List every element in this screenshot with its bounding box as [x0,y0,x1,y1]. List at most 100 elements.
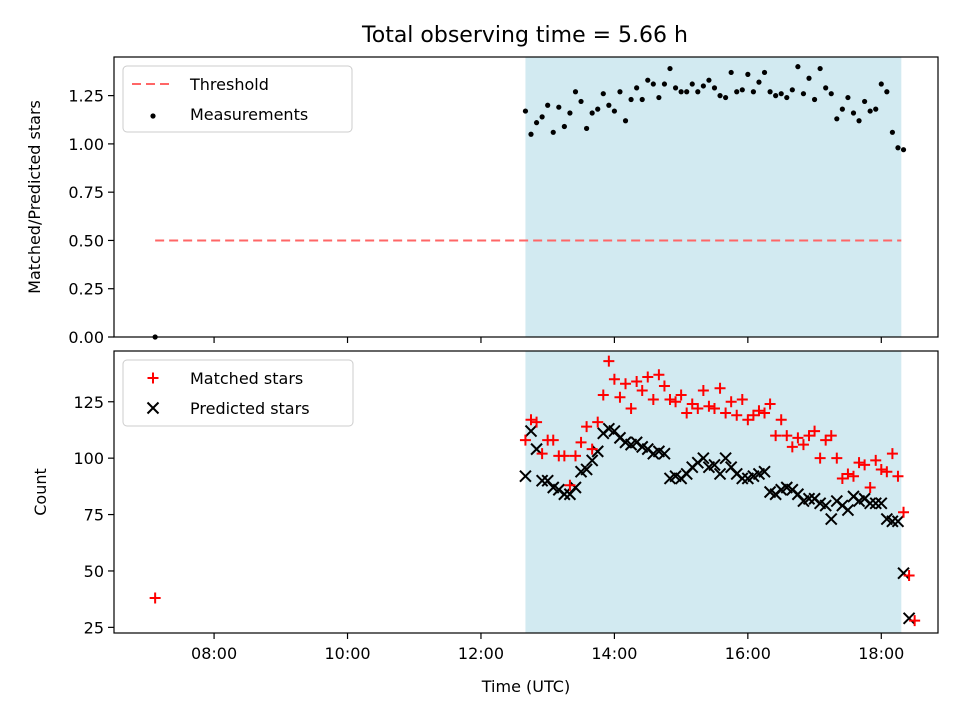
y-tick-label: 75 [84,506,104,525]
matched-star-point [592,416,604,428]
x-tick-label: 16:00 [725,644,771,663]
measurement-point [895,145,901,151]
measurement-point [811,96,818,103]
measurement-point [545,102,551,108]
y-tick-label: 100 [73,449,104,468]
measurement-point [867,108,873,114]
measurement-point [778,91,784,97]
measurement-point [711,85,718,91]
matched-star-point [686,398,698,410]
predicted-star-point [891,515,905,528]
matched-star-point [747,409,759,421]
predicted-star-point [524,424,538,438]
predicted-star-point [580,463,593,476]
measurement-point [628,96,634,103]
matched-star-point [558,450,570,462]
matched-star-point [781,430,793,442]
measurement-point [695,89,701,95]
matched-star-point [714,382,726,394]
y-tick-label: 0.50 [68,231,104,250]
matched-star-point [519,434,531,446]
x-tick-label: 08:00 [191,644,237,663]
measurement-point [645,77,651,83]
measurement-point [650,81,656,87]
matched-star-point [892,470,904,482]
matched-star-point [586,443,598,455]
predicted-star-point [519,470,532,483]
measurement-point [572,89,579,95]
matched-star-point [803,430,815,442]
measurement-point [834,116,840,122]
matched-star-point [697,384,709,396]
x-tick-label: 18:00 [858,644,904,663]
y-tick-label: 0.75 [68,183,104,202]
matched-star-point [569,450,581,462]
measurement-point [561,123,567,130]
measurement-point [550,129,556,135]
matched-star-point [909,615,921,627]
predicted-star-point [591,445,604,458]
matched-star-point [836,472,848,484]
predicted-star-point [713,467,727,481]
legend: Threshold Measurements [122,65,353,133]
measurement-point [684,89,690,95]
matched-star-point [670,396,682,408]
measurement-point [528,131,534,137]
matched-star-point [547,434,559,446]
predicted-star-point [869,497,882,510]
measurement-point [728,69,734,76]
measurement-point [806,75,812,81]
predicted-star-point [558,488,571,501]
panel-ratio: 0.00 0.25 0.50 0.75 1.00 1.25 Matched/Predicte… [25,56,939,347]
matched-star-point [814,452,826,464]
measurement-point [584,125,590,132]
measurement-point [800,91,807,97]
x-tick-label: 14:00 [591,644,637,663]
measurement-point [672,85,679,91]
matched-star-point [881,466,893,478]
y-tick-label: 1.25 [68,87,104,106]
predicted-star-point [875,497,888,510]
matched-star-point [731,409,743,421]
measurement-point [678,89,684,95]
matched-star-point [620,378,632,390]
predicted-star-point [569,481,582,494]
measurement-point [700,83,706,89]
matched-star-point [720,407,732,419]
predicted-star-point [658,447,671,460]
y-tick-label: 1.00 [68,135,104,154]
measurement-point [717,93,723,99]
predicted-star-point [697,451,710,465]
legend-predicted-swatch [146,401,160,415]
measurement-point [823,85,829,91]
legend: Matched stars Predicted stars [122,359,354,427]
measurement-point [739,87,745,93]
predicted-star-point [758,465,771,478]
measurement-point [661,81,668,87]
matched-star-point [692,403,704,415]
matched-star-point [681,407,693,419]
matched-star-point [647,394,659,406]
measurement-point [656,94,662,101]
measurement-point [862,98,868,105]
matched-star-point [775,414,787,426]
measurement-point [767,89,773,95]
matched-star-point [608,373,620,385]
measurement-point [900,147,907,153]
matched-star-point [753,405,765,417]
matched-star-point [742,414,754,426]
x-tick-label: 12:00 [458,644,504,663]
matched-star-point [853,457,865,469]
predicted-star-point [585,454,599,467]
matched-star-point [898,506,910,518]
matched-star-point [575,436,587,448]
measurement-point [761,69,768,76]
matched-star-point [870,454,882,466]
matched-star-point [675,389,687,401]
measurement-point [839,106,845,112]
measurement-point [750,89,757,95]
matched-star-point [708,403,720,415]
axes-frame [113,56,939,338]
measurement-point [828,91,834,97]
matched-star-point [786,441,798,453]
